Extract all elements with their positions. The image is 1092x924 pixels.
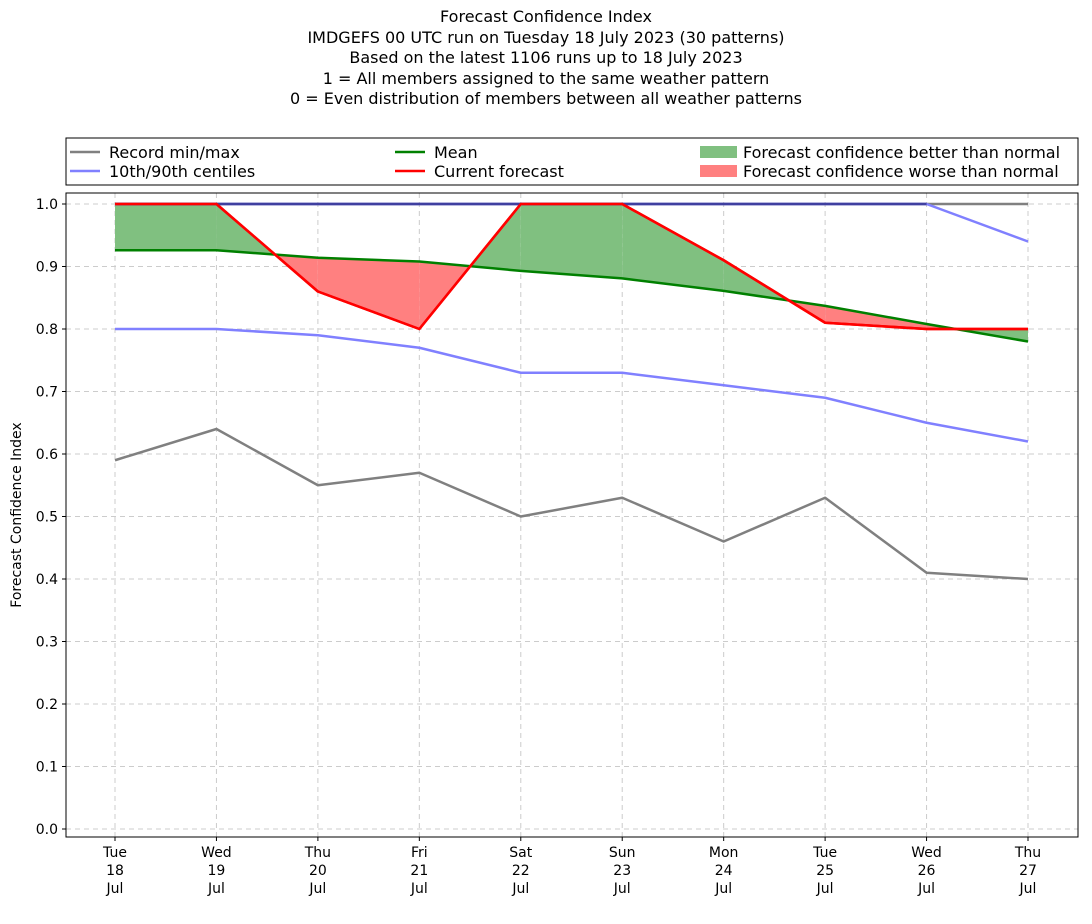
- x-tick-label: 24: [715, 863, 733, 879]
- title-line-3: Based on the latest 1106 runs up to 18 J…: [349, 48, 743, 67]
- y-tick-label: 0.3: [36, 635, 58, 651]
- chart-title: Forecast Confidence Index IMDGEFS 00 UTC…: [0, 7, 1092, 110]
- current-forecast-line: [115, 202, 1028, 331]
- x-tick-label: Wed: [201, 845, 232, 861]
- x-tick-label: Jul: [511, 881, 529, 897]
- legend-swatch: [700, 165, 737, 177]
- title-line-1: Forecast Confidence Index: [440, 7, 652, 26]
- axis-layer: 0.0 0.1 0.2 0.3 0.4 0.5 0.6 0.7 0.8 0.9 1.0 Tue 18 Ju…: [36, 197, 1041, 897]
- better-than-normal-fill: [115, 204, 217, 251]
- x-tick-label: Jul: [917, 881, 935, 897]
- y-tick-label: 0.7: [36, 385, 58, 401]
- x-tick-label: Jul: [106, 881, 124, 897]
- x-tick-label: Sat: [509, 845, 532, 861]
- series-line-layer: [114, 202, 1029, 581]
- x-tick-label: 23: [613, 863, 631, 879]
- x-tick-label: Tue: [812, 845, 837, 861]
- y-tick-label: 0.2: [36, 697, 58, 713]
- grid-layer: [66, 193, 1078, 837]
- mean-line: [115, 249, 1029, 343]
- y-tick-label: 0.1: [36, 760, 58, 776]
- y-tick-label: 0.5: [36, 510, 58, 526]
- title-line-4: 1 = All members assigned to the same wea…: [322, 68, 770, 88]
- legend-label: 10th/90th centiles: [109, 162, 255, 181]
- legend-box: [65, 137, 1079, 186]
- plot-frame: [65, 192, 1079, 838]
- x-tick-label: Thu: [304, 845, 331, 861]
- x-tick-label: 20: [309, 863, 327, 879]
- legend-label: Forecast confidence better than normal: [743, 143, 1060, 162]
- y-tick-label: 0.4: [36, 572, 58, 588]
- worse-than-normal-fill: [317, 257, 420, 329]
- y-tick-label: 0.6: [36, 447, 58, 463]
- x-tick-label: 22: [512, 863, 530, 879]
- x-tick-label: 18: [106, 863, 124, 879]
- x-tick-label: Jul: [613, 881, 631, 897]
- title-line-5: 0 = Even distribution of members between…: [289, 89, 803, 108]
- y-tick-label: 0.9: [36, 260, 58, 276]
- x-tick-label: 27: [1019, 863, 1037, 879]
- y-tick-label: 0.8: [36, 322, 58, 338]
- x-tick-label: 21: [410, 863, 428, 879]
- x-tick-label: Jul: [308, 881, 326, 897]
- confidence-fill-layer: [115, 204, 1028, 342]
- y-axis-label: Forecast Confidence Index: [9, 422, 25, 607]
- x-tick-label: Jul: [714, 881, 732, 897]
- x-tick-label: 26: [918, 863, 936, 879]
- x-tick-label: Jul: [410, 881, 428, 897]
- y-tick-label: 0.0: [36, 822, 58, 838]
- x-tick-label: Jul: [1019, 881, 1037, 897]
- legend-label: Record min/max: [109, 143, 240, 162]
- x-tick-label: Tue: [102, 845, 127, 861]
- better-than-normal-fill: [520, 204, 623, 279]
- legend-label: Current forecast: [434, 162, 564, 181]
- x-tick-label: 19: [208, 863, 226, 879]
- legend-label: Forecast confidence worse than normal: [743, 162, 1059, 181]
- x-tick-label: Fri: [411, 845, 428, 861]
- x-tick-label: Jul: [816, 881, 834, 897]
- x-tick-label: Mon: [709, 845, 739, 861]
- x-tick-label: Sun: [609, 845, 636, 861]
- p10-line: [115, 327, 1029, 443]
- title-line-2: IMDGEFS 00 UTC run on Tuesday 18 July 20…: [307, 27, 785, 47]
- legend-label: Mean: [434, 143, 478, 162]
- y-tick-label: 1.0: [36, 197, 58, 213]
- x-tick-label: Thu: [1014, 845, 1041, 861]
- x-tick-label: 25: [816, 863, 834, 879]
- record-min-line: [114, 427, 1029, 581]
- x-tick-label: Jul: [207, 881, 225, 897]
- x-tick-label: Wed: [911, 845, 942, 861]
- legend-swatch: [700, 146, 737, 158]
- better-than-normal-fill: [622, 204, 724, 291]
